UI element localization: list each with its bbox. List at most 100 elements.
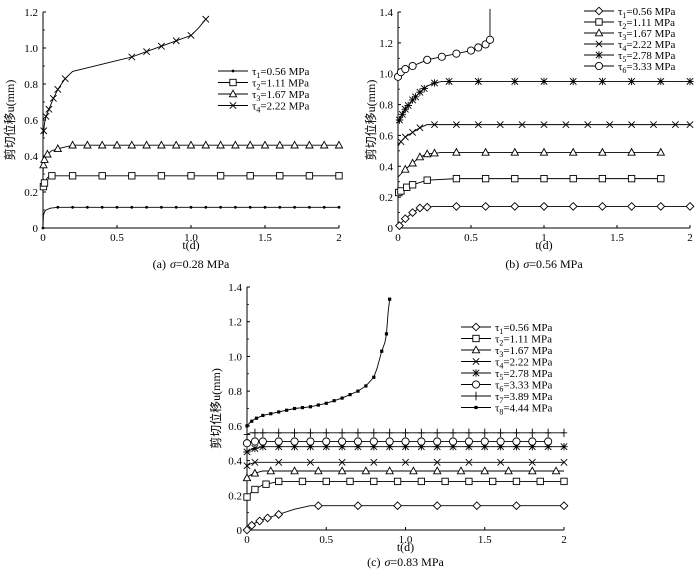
data-point [354,428,362,437]
legend-label: τ1=0.56 MPa [252,66,310,80]
data-point [627,77,636,86]
data-point [380,349,384,353]
data-point [337,466,347,475]
data-point [186,140,196,149]
data-point [142,140,151,149]
caption-sigma: σ [523,257,530,271]
data-point [43,149,52,158]
legend-marker [471,345,481,354]
data-point [465,442,473,451]
caption-sigma: σ [170,257,177,271]
data-point [68,140,77,149]
legend-marker [229,78,237,87]
legend-symbol: τ [495,357,500,369]
data-point [408,181,417,189]
data-point [361,466,371,475]
series-line [397,80,690,124]
legend-symbol: τ [495,403,500,415]
data-point [401,442,410,451]
data-point [68,172,77,180]
data-point [560,442,568,451]
y-tick-label: 1.0 [228,351,242,363]
data-point [401,65,410,74]
legend-label: τ8=4.44 MPa [495,403,553,417]
data-point [489,477,497,486]
legend-symbol: τ [252,101,257,113]
data-point [338,442,346,451]
data-point [511,77,519,86]
legend-subscript: 2 [256,83,260,92]
series-line [42,144,339,175]
data-point [395,116,404,124]
legend-value: =1.11 MPa [626,17,675,29]
legend-label: τ5=2.78 MPa [618,50,676,64]
data-point [322,205,326,209]
data-point [53,144,63,153]
legend-subscript: 5 [622,55,626,64]
data-point [464,437,473,446]
legend-value: =4.44 MPa [503,403,552,415]
data-point [306,442,315,451]
data-point [513,428,520,437]
caption-suffix: =0.28 MPa [176,257,230,271]
data-point [417,437,426,446]
data-point [298,477,307,486]
data-point [560,458,568,466]
legend-subscript: 4 [256,106,260,115]
data-point [628,121,636,129]
data-point [540,121,548,129]
data-point [562,121,570,129]
data-point [83,140,92,149]
x-tick-label: 1 [541,232,547,244]
data-point [481,442,489,451]
data-point [201,140,211,149]
y-tick-label: 1.2 [228,317,242,329]
data-point [258,437,267,446]
data-point [39,160,48,169]
data-point [397,187,405,195]
data-point [409,128,417,136]
data-point [275,477,283,486]
y-tick-label: 0.2 [24,187,38,199]
data-point [685,201,695,211]
series-2: τ2=1.11 MPa [39,78,343,193]
y-tick-label: 0.2 [379,192,393,204]
data-point [451,201,461,211]
legend-symbol: τ [618,6,623,18]
caption-suffix: =0.56 MPa [529,257,583,271]
data-point [452,49,461,58]
data-point [313,466,323,475]
legend-marker [471,322,481,332]
legend-symbol: τ [618,39,623,51]
legend-subscript: 1 [622,11,626,20]
data-point [128,172,136,180]
legend-subscript: 3 [256,94,260,103]
legend-value: =1.67 MPa [503,345,552,357]
data-point [61,75,69,83]
data-point [245,424,249,428]
data-point [497,458,505,466]
legend-label: τ2=1.11 MPa [618,17,675,31]
legend-label: τ1=0.56 MPa [618,6,676,20]
series-line [246,299,391,427]
legend-symbol: τ [252,89,257,101]
data-point [308,405,312,409]
data-point [300,406,305,410]
data-point [290,437,299,446]
y-tick-label: 0 [237,525,243,537]
data-point [496,121,504,129]
data-point [560,477,568,486]
series-8: τ8=4.44 MPa [245,297,553,428]
data-point [657,174,665,183]
data-point [234,205,237,209]
legend-subscript: 4 [622,44,626,53]
data-point [290,466,299,475]
legend-value: =1.67 MPa [260,89,309,101]
data-point [512,437,521,446]
data-point [432,501,442,511]
data-point [465,458,473,466]
data-point [145,205,149,209]
data-point [259,442,267,451]
legend-value: =2.78 MPa [503,368,552,380]
legend-value: =1.11 MPa [503,334,552,346]
